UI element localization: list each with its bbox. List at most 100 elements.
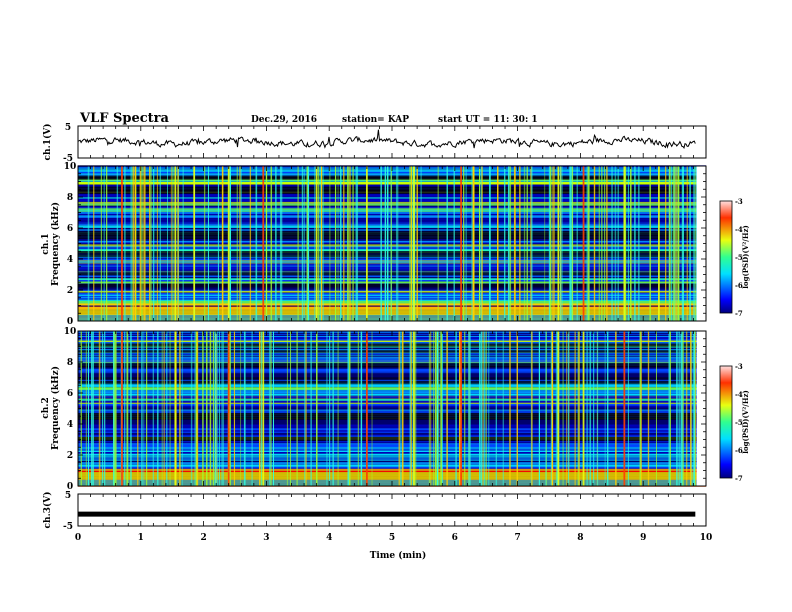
ch2-colorbar: -3 -4 -5 -6 -7 log(PSD)(V²/Hz) — [719, 362, 750, 483]
ch2-spectrogram-panel: 0 2 4 6 8 10 ch.2 Frequency (kHz) — [41, 327, 707, 492]
spectral-band — [78, 443, 706, 445]
spectral-band — [78, 391, 706, 394]
spec2-ytick-label: 6 — [67, 389, 73, 399]
spectral-band — [78, 409, 706, 412]
spectral-band — [78, 431, 706, 434]
x-tick-label: 6 — [452, 533, 458, 543]
ch2-spectrogram-ticks — [77, 330, 707, 487]
colorbar-tick-label: -6 — [735, 281, 743, 290]
spec2-ytick-label: 10 — [64, 327, 77, 337]
spectral-band — [78, 464, 706, 468]
spectral-band — [78, 406, 706, 408]
spec1-ytick-label: 4 — [67, 255, 73, 265]
spec2-ytick-label: 2 — [67, 451, 73, 461]
x-tick-label: 7 — [514, 533, 520, 543]
ch1-colorbar-gradient — [719, 200, 733, 314]
spectral-band — [78, 404, 706, 407]
ch1-waveform-ylabel: ch.1(V) — [42, 124, 53, 161]
spectral-band — [78, 469, 706, 471]
spectral-gap — [78, 377, 706, 380]
ch2-channel-label: ch.2 — [41, 397, 51, 418]
ch3-ytick-top: 5 — [65, 491, 71, 501]
header-date: Dec.29, 2016 — [251, 115, 317, 125]
no-data-region — [696, 331, 706, 486]
spectral-band — [78, 462, 706, 465]
x-tick-label: 10 — [700, 533, 713, 543]
spectral-band — [78, 453, 706, 456]
colorbar-tick-label: -5 — [735, 253, 743, 262]
spectral-gap — [78, 343, 706, 347]
spectral-band — [78, 434, 706, 437]
ch2-frequency-tick-labels: 0 2 4 6 8 10 — [64, 327, 77, 492]
spectral-band — [78, 403, 706, 406]
spectral-band — [78, 370, 706, 372]
x-tick-label: 2 — [200, 533, 206, 543]
spectral-band — [78, 353, 706, 356]
spectral-band — [78, 411, 706, 413]
spectral-band — [78, 335, 706, 338]
spectral-band — [78, 346, 706, 348]
spectral-band — [78, 371, 706, 374]
spectral-band — [78, 368, 706, 371]
spec1-ytick-label: 6 — [67, 224, 73, 234]
spectral-band — [78, 340, 706, 342]
x-tick-label: 3 — [263, 533, 269, 543]
spectral-band — [78, 452, 706, 454]
ch2-colorbar-gradient — [719, 365, 733, 479]
spectral-gap — [78, 436, 706, 442]
ch1-spectrogram-image — [78, 165, 706, 321]
x-tick-label: 4 — [326, 533, 332, 543]
ch1-spectrogram-panel: 0 2 4 6 8 10 ch.1 Frequency (kHz) — [41, 162, 707, 327]
spectral-band — [78, 448, 706, 451]
spec1-ytick-label: 8 — [67, 193, 73, 203]
colorbar-tick-label: -6 — [735, 446, 743, 455]
ch1-colorbar: -3 -4 -5 -6 -7 log(PSD)(V²/Hz) — [719, 197, 750, 318]
header-start-time: start UT = 11: 30: 1 — [438, 115, 538, 125]
header-station: station= KAP — [342, 115, 409, 125]
spectral-gap — [78, 412, 706, 419]
spectral-band — [78, 392, 706, 395]
spectral-band — [78, 337, 706, 339]
spectral-band — [78, 456, 706, 459]
spectral-band — [78, 428, 706, 431]
ch3-waveform-ticks — [77, 494, 707, 526]
ch1-ytick-top: 5 — [65, 123, 71, 133]
x-tick-label: 9 — [640, 533, 646, 543]
spectral-band — [78, 459, 706, 461]
ch2-frequency-axis-label: Frequency (kHz) — [50, 366, 61, 450]
colorbar-tick-label: -7 — [735, 309, 743, 318]
spectral-band — [78, 442, 706, 444]
spec2-ytick-label: 4 — [67, 420, 73, 430]
ch1-waveform-panel: 5 -5 ch.1(V) — [42, 123, 707, 164]
ch1-colorbar-tick-labels: -3 -4 -5 -6 -7 — [735, 197, 743, 318]
colorbar-tick-label: -5 — [735, 418, 743, 427]
ch3-ytick-bottom: -5 — [63, 522, 73, 532]
spectral-gap — [78, 380, 706, 384]
spectral-band — [78, 455, 706, 458]
ch3-waveform-ylabel: ch.3(V) — [42, 492, 53, 529]
ch1-frequency-axis-label: Frequency (kHz) — [50, 202, 61, 286]
colorbar-tick-label: -4 — [735, 390, 743, 399]
spectral-gap — [78, 362, 706, 368]
ch3-waveform-frame — [77, 493, 707, 527]
spectral-band — [78, 470, 706, 473]
ch1-spectrogram-ticks — [77, 165, 707, 322]
x-tick-label: 1 — [138, 533, 144, 543]
spectral-band — [78, 338, 706, 341]
spec2-ytick-label: 0 — [67, 482, 73, 492]
colorbar-tick-label: -4 — [735, 225, 743, 234]
spectral-band — [78, 340, 706, 344]
ch1-waveform-ticks — [77, 126, 707, 158]
spectral-band — [78, 450, 706, 452]
spectral-band — [78, 390, 706, 393]
spectral-band — [78, 398, 706, 401]
spectral-band — [78, 435, 706, 438]
x-axis-tick-labels: 0 1 2 3 4 5 6 7 8 9 10 — [75, 533, 712, 543]
ch1-ytick-bottom: -5 — [63, 154, 73, 164]
ch2-colorbar-label: log(PSD)(V²/Hz) — [741, 390, 750, 454]
colorbar-tick-label: -3 — [735, 362, 743, 371]
spectral-band — [78, 426, 706, 428]
spec2-ytick-label: 8 — [67, 358, 73, 368]
x-axis-label: Time (min) — [370, 550, 427, 561]
figure-title: VLF Spectra — [79, 111, 170, 126]
